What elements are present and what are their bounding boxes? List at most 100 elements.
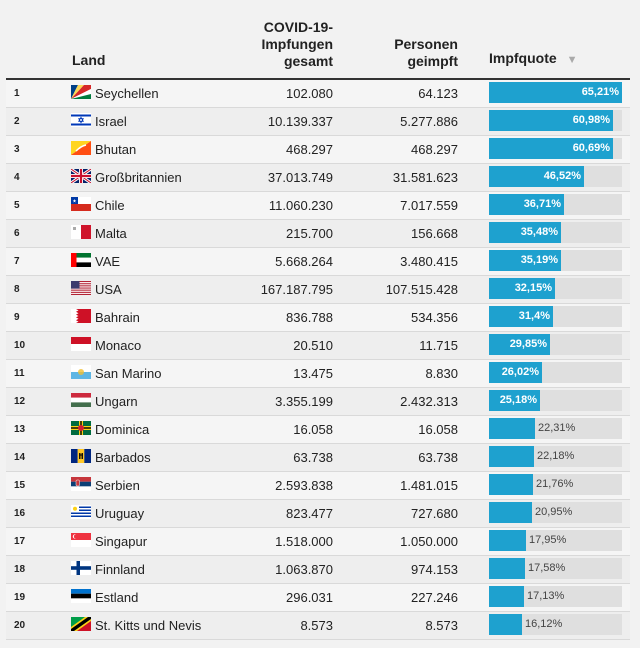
personen-geimpft-value: 11.715 xyxy=(419,338,458,353)
table-row: 15 Serbien 2.593.838 1.481.015 21,76% xyxy=(6,472,630,500)
personen-geimpft-value: 1.481.015 xyxy=(400,478,458,493)
personen-geimpft-value: 727.680 xyxy=(411,506,458,521)
table-row: 5 Chile 11.060.230 7.017.559 36,71% xyxy=(6,192,630,220)
impfquote-bar-track: 22,18% xyxy=(489,446,622,467)
column-header-impfungen-line-3: gesamt xyxy=(283,53,333,69)
rank-number: 17 xyxy=(14,536,26,547)
barbados-flag xyxy=(71,449,91,463)
impfquote-label: 60,98% xyxy=(572,114,610,126)
impfquote-bar xyxy=(489,586,524,607)
column-header-personen[interactable]: Personen geimpft xyxy=(358,36,458,70)
personen-geimpft-value: 974.153 xyxy=(411,562,458,577)
rank-number: 4 xyxy=(14,172,20,183)
impfquote-label: 16,12% xyxy=(525,618,563,630)
country-name: Finnland xyxy=(95,562,145,577)
impfungen-gesamt-value: 3.355.199 xyxy=(275,394,333,409)
country-name: Estland xyxy=(95,590,139,605)
impfquote-bar xyxy=(489,474,533,495)
impfquote-label: 17,95% xyxy=(529,534,567,546)
impfquote-bar xyxy=(489,530,526,551)
impfquote-bar xyxy=(489,390,540,411)
country-name: Serbien xyxy=(95,478,140,493)
country-name: VAE xyxy=(95,254,121,269)
impfquote-label: 35,48% xyxy=(520,226,558,238)
table-row: 10 Monaco 20.510 11.715 29,85% xyxy=(6,332,630,360)
country-name: Monaco xyxy=(95,338,142,353)
personen-geimpft-value: 1.050.000 xyxy=(400,534,458,549)
personen-geimpft-value: 107.515.428 xyxy=(385,282,458,297)
impfungen-gesamt-value: 102.080 xyxy=(286,86,333,101)
impfquote-bar xyxy=(489,306,553,327)
table-row: 8 USA 167.187.795 107.515.428 32,15% xyxy=(6,276,630,304)
rank-number: 2 xyxy=(14,116,20,127)
column-header-land[interactable]: Land xyxy=(72,52,106,68)
personen-geimpft-value: 227.246 xyxy=(411,590,458,605)
rank-number: 13 xyxy=(14,424,26,435)
column-header-impfungen-line-1: COVID-19- xyxy=(263,19,333,35)
impfungen-gesamt-value: 215.700 xyxy=(286,226,333,241)
country-name: Seychellen xyxy=(95,86,159,101)
impfquote-label: 17,13% xyxy=(527,590,565,602)
impfungen-gesamt-value: 2.593.838 xyxy=(275,478,333,493)
column-header-impfquote-label: Impfquote xyxy=(489,50,557,66)
impfquote-label: 46,52% xyxy=(543,170,581,182)
chile-flag xyxy=(71,197,91,211)
impfquote-bar xyxy=(489,250,561,271)
country-name: USA xyxy=(95,282,122,297)
uae-flag xyxy=(71,253,91,267)
impfquote-bar-track: 16,12% xyxy=(489,614,622,635)
impfungen-gesamt-value: 5.668.264 xyxy=(275,254,333,269)
impfquote-label: 29,85% xyxy=(509,338,547,350)
personen-geimpft-value: 63.738 xyxy=(418,450,458,465)
dominica-flag xyxy=(71,421,91,435)
table-row: 4 Großbritannien 37.013.749 31.581.623 46,52… xyxy=(6,164,630,192)
impfquote-bar-track: 32,15% xyxy=(489,278,622,299)
personen-geimpft-value: 8.830 xyxy=(425,366,458,381)
column-header-personen-line-1: Personen xyxy=(394,36,458,52)
impfquote-bar-track: 17,13% xyxy=(489,586,622,607)
impfquote-bar xyxy=(489,362,542,383)
uruguay-flag xyxy=(71,505,91,519)
impfquote-bar xyxy=(489,446,534,467)
rank-number: 11 xyxy=(14,368,25,379)
bhutan-flag xyxy=(71,141,91,155)
impfquote-bar xyxy=(489,166,584,187)
table-row: 12 Ungarn 3.355.199 2.432.313 25,18% xyxy=(6,388,630,416)
impfungen-gesamt-value: 16.058 xyxy=(293,422,333,437)
country-name: Israel xyxy=(95,114,127,129)
column-header-impfungen-line-2: Impfungen xyxy=(261,36,333,52)
column-header-impfquote[interactable]: Impfquote ▼ xyxy=(489,50,578,69)
impfquote-label: 21,76% xyxy=(536,478,574,490)
country-name: Bahrain xyxy=(95,310,140,325)
table-row: 13 Dominica 16.058 16.058 22,31% xyxy=(6,416,630,444)
country-name: San Marino xyxy=(95,366,162,381)
sort-descending-icon[interactable]: ▼ xyxy=(566,54,578,66)
table-row: 7 VAE 5.668.264 3.480.415 35,19% xyxy=(6,248,630,276)
impfungen-gesamt-value: 10.139.337 xyxy=(267,114,333,129)
personen-geimpft-value: 2.432.313 xyxy=(400,394,458,409)
rank-number: 5 xyxy=(14,200,20,211)
impfquote-bar-track: 31,4% xyxy=(489,306,622,327)
impfquote-label: 26,02% xyxy=(501,366,539,378)
impfquote-bar-track: 60,69% xyxy=(489,138,622,159)
impfungen-gesamt-value: 1.518.000 xyxy=(275,534,333,549)
personen-geimpft-value: 64.123 xyxy=(418,86,458,101)
rank-number: 16 xyxy=(14,508,26,519)
personen-geimpft-value: 156.668 xyxy=(411,226,458,241)
impfquote-bar xyxy=(489,278,555,299)
serbia-flag xyxy=(71,477,91,491)
impfungen-gesamt-value: 20.510 xyxy=(293,338,333,353)
impfquote-label: 20,95% xyxy=(535,506,573,518)
personen-geimpft-value: 468.297 xyxy=(411,142,458,157)
impfquote-bar xyxy=(489,110,613,131)
impfquote-bar xyxy=(489,418,535,439)
table-row: 19 Estland 296.031 227.246 17,13% xyxy=(6,584,630,612)
rank-number: 19 xyxy=(14,592,26,603)
column-header-impfungen[interactable]: COVID-19- Impfungen gesamt xyxy=(213,19,333,70)
impfquote-label: 32,15% xyxy=(514,282,552,294)
impfquote-bar xyxy=(489,334,550,355)
impfquote-label: 17,58% xyxy=(528,562,566,574)
column-header-personen-line-2: geimpft xyxy=(407,53,458,69)
impfquote-bar xyxy=(489,614,522,635)
